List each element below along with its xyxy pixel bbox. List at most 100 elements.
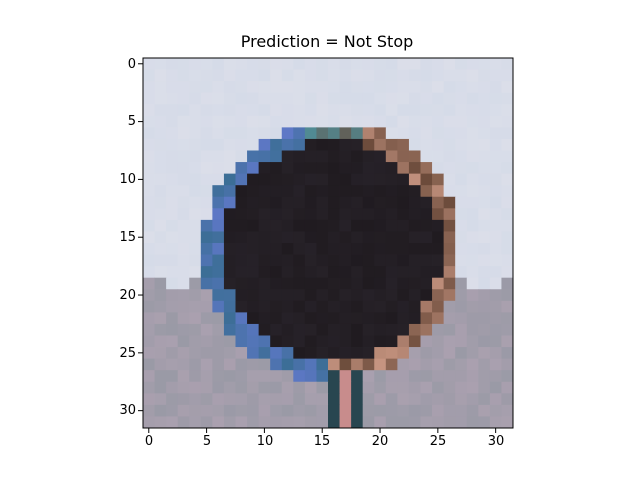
pixel <box>339 404 352 417</box>
pixel <box>281 127 294 140</box>
pixel <box>212 289 225 302</box>
pixel <box>351 335 364 348</box>
pixel <box>154 231 167 244</box>
pixel <box>281 58 294 70</box>
pixel <box>316 185 329 198</box>
pixel <box>270 185 283 198</box>
pixel <box>374 416 387 429</box>
pixel <box>223 370 236 383</box>
pixel <box>385 196 398 209</box>
pixel <box>143 81 155 94</box>
pixel <box>489 208 502 221</box>
pixel <box>397 81 410 94</box>
pixel <box>443 219 456 232</box>
pixel <box>223 58 236 70</box>
pixel <box>189 300 202 313</box>
pixel <box>478 416 491 429</box>
pixel <box>501 370 514 383</box>
pixel <box>351 312 364 325</box>
pixel <box>304 289 317 302</box>
pixel <box>316 69 329 82</box>
pixel <box>443 370 456 383</box>
pixel <box>143 370 155 383</box>
pixel <box>258 81 271 94</box>
pixel <box>200 162 213 175</box>
pixel <box>478 81 491 94</box>
pixel <box>339 219 352 232</box>
pixel <box>466 185 479 198</box>
pixel <box>351 243 364 255</box>
pixel <box>385 381 398 394</box>
pixel <box>212 312 225 325</box>
pixel <box>351 150 364 163</box>
pixel <box>420 404 433 417</box>
y-tick-label-30: 30 <box>119 403 136 418</box>
pixel <box>339 312 352 325</box>
pixel <box>200 196 213 209</box>
pixel <box>177 358 190 371</box>
pixel <box>154 185 167 198</box>
pixel <box>316 393 329 406</box>
pixel <box>258 347 271 360</box>
pixel <box>223 150 236 163</box>
pixel <box>247 150 260 163</box>
pixel <box>235 289 248 302</box>
pixel <box>212 173 225 186</box>
pixel <box>328 104 340 117</box>
pixel <box>362 277 375 290</box>
pixel <box>339 243 352 255</box>
pixel <box>200 323 213 336</box>
pixel <box>177 138 190 151</box>
pixel <box>420 58 433 70</box>
pixel <box>455 347 468 360</box>
pixel <box>339 231 352 244</box>
pixel <box>455 243 468 255</box>
pixel <box>478 254 491 267</box>
pixel <box>397 162 410 175</box>
pixel <box>235 81 248 94</box>
pixel <box>374 127 387 140</box>
pixel <box>455 92 468 105</box>
pixel <box>328 81 340 94</box>
pixel <box>258 243 271 255</box>
pixel <box>339 58 352 70</box>
pixel <box>223 69 236 82</box>
pixel <box>189 92 202 105</box>
pixel <box>408 231 421 244</box>
pixel <box>247 138 260 151</box>
pixel <box>304 370 317 383</box>
pixel <box>212 323 225 336</box>
pixel <box>200 370 213 383</box>
pixel <box>420 393 433 406</box>
pixel <box>293 277 306 290</box>
pixel <box>212 347 225 360</box>
pixel <box>478 404 491 417</box>
pixel <box>408 266 421 279</box>
pixel <box>281 150 294 163</box>
pixel <box>235 404 248 417</box>
pixel <box>235 266 248 279</box>
pixel <box>200 300 213 313</box>
pixel <box>443 208 456 221</box>
pixel <box>408 58 421 70</box>
pixel <box>374 289 387 302</box>
pixel <box>420 243 433 255</box>
pixel <box>489 254 502 267</box>
pixel <box>212 254 225 267</box>
image-pixels <box>143 58 514 429</box>
pixel <box>200 69 213 82</box>
pixel <box>247 347 260 360</box>
pixel <box>362 173 375 186</box>
pixel <box>328 92 340 105</box>
pixel <box>432 243 445 255</box>
pixel <box>466 127 479 140</box>
pixel <box>420 254 433 267</box>
pixel <box>328 69 340 82</box>
pixel <box>443 127 456 140</box>
pixel <box>466 104 479 117</box>
pixel <box>408 219 421 232</box>
pixel <box>478 289 491 302</box>
pixel <box>270 416 283 429</box>
pixel <box>258 92 271 105</box>
pixel <box>304 266 317 279</box>
